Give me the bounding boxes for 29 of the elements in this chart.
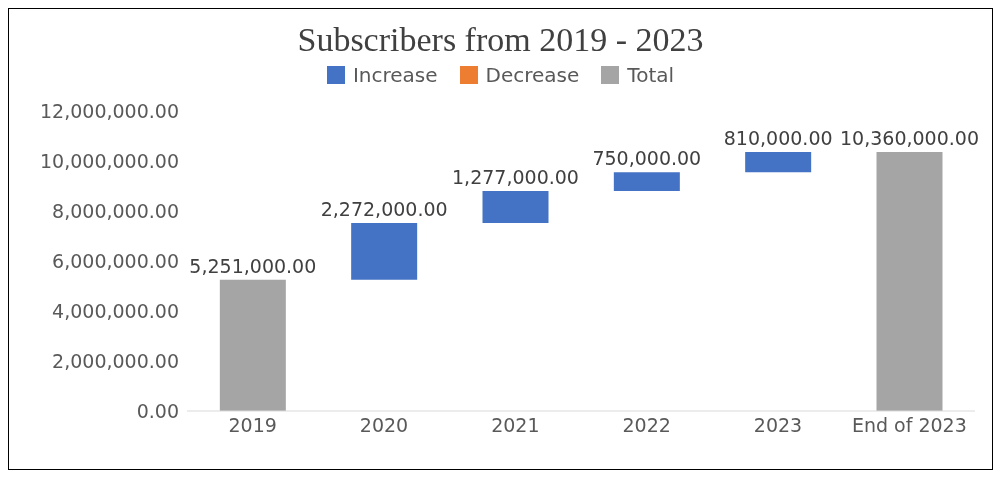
bar	[613, 172, 680, 191]
bar	[482, 191, 549, 223]
x-tick-label: 2020	[359, 414, 409, 437]
legend-label: Decrease	[484, 63, 580, 87]
data-label: 750,000.00	[592, 147, 702, 170]
data-label: 1,277,000.00	[452, 166, 579, 188]
y-tick-label: 4,000,000.00	[52, 299, 179, 322]
x-tick-label: 2021	[491, 414, 540, 437]
chart-title: Subscribers from 2019 - 2023	[296, 21, 705, 59]
legend-label: Total	[626, 63, 675, 87]
y-tick-label: 8,000,000.00	[52, 199, 179, 222]
bar	[876, 152, 943, 411]
y-tick-label: 12,000,000.00	[39, 99, 179, 122]
x-tick-label: 2019	[228, 414, 277, 437]
y-tick-label: 10,000,000.00	[39, 149, 179, 172]
x-tick-label: 2022	[622, 414, 671, 437]
y-tick-label: 0.00	[136, 399, 179, 422]
legend-label: Increase	[351, 63, 438, 87]
y-tick-label: 6,000,000.00	[52, 249, 179, 272]
y-tick-label: 2,000,000.00	[52, 349, 179, 372]
bar	[351, 222, 418, 280]
data-label: 2,272,000.00	[320, 197, 448, 220]
x-tick-label: 2023	[753, 414, 803, 437]
data-label: 10,360,000.00	[839, 127, 980, 149]
x-tick-label: End of 2023	[851, 414, 967, 437]
data-label: 810,000.00	[723, 127, 833, 149]
bar	[219, 279, 286, 411]
bar	[745, 152, 812, 173]
data-label: 5,251,000.00	[189, 254, 317, 277]
